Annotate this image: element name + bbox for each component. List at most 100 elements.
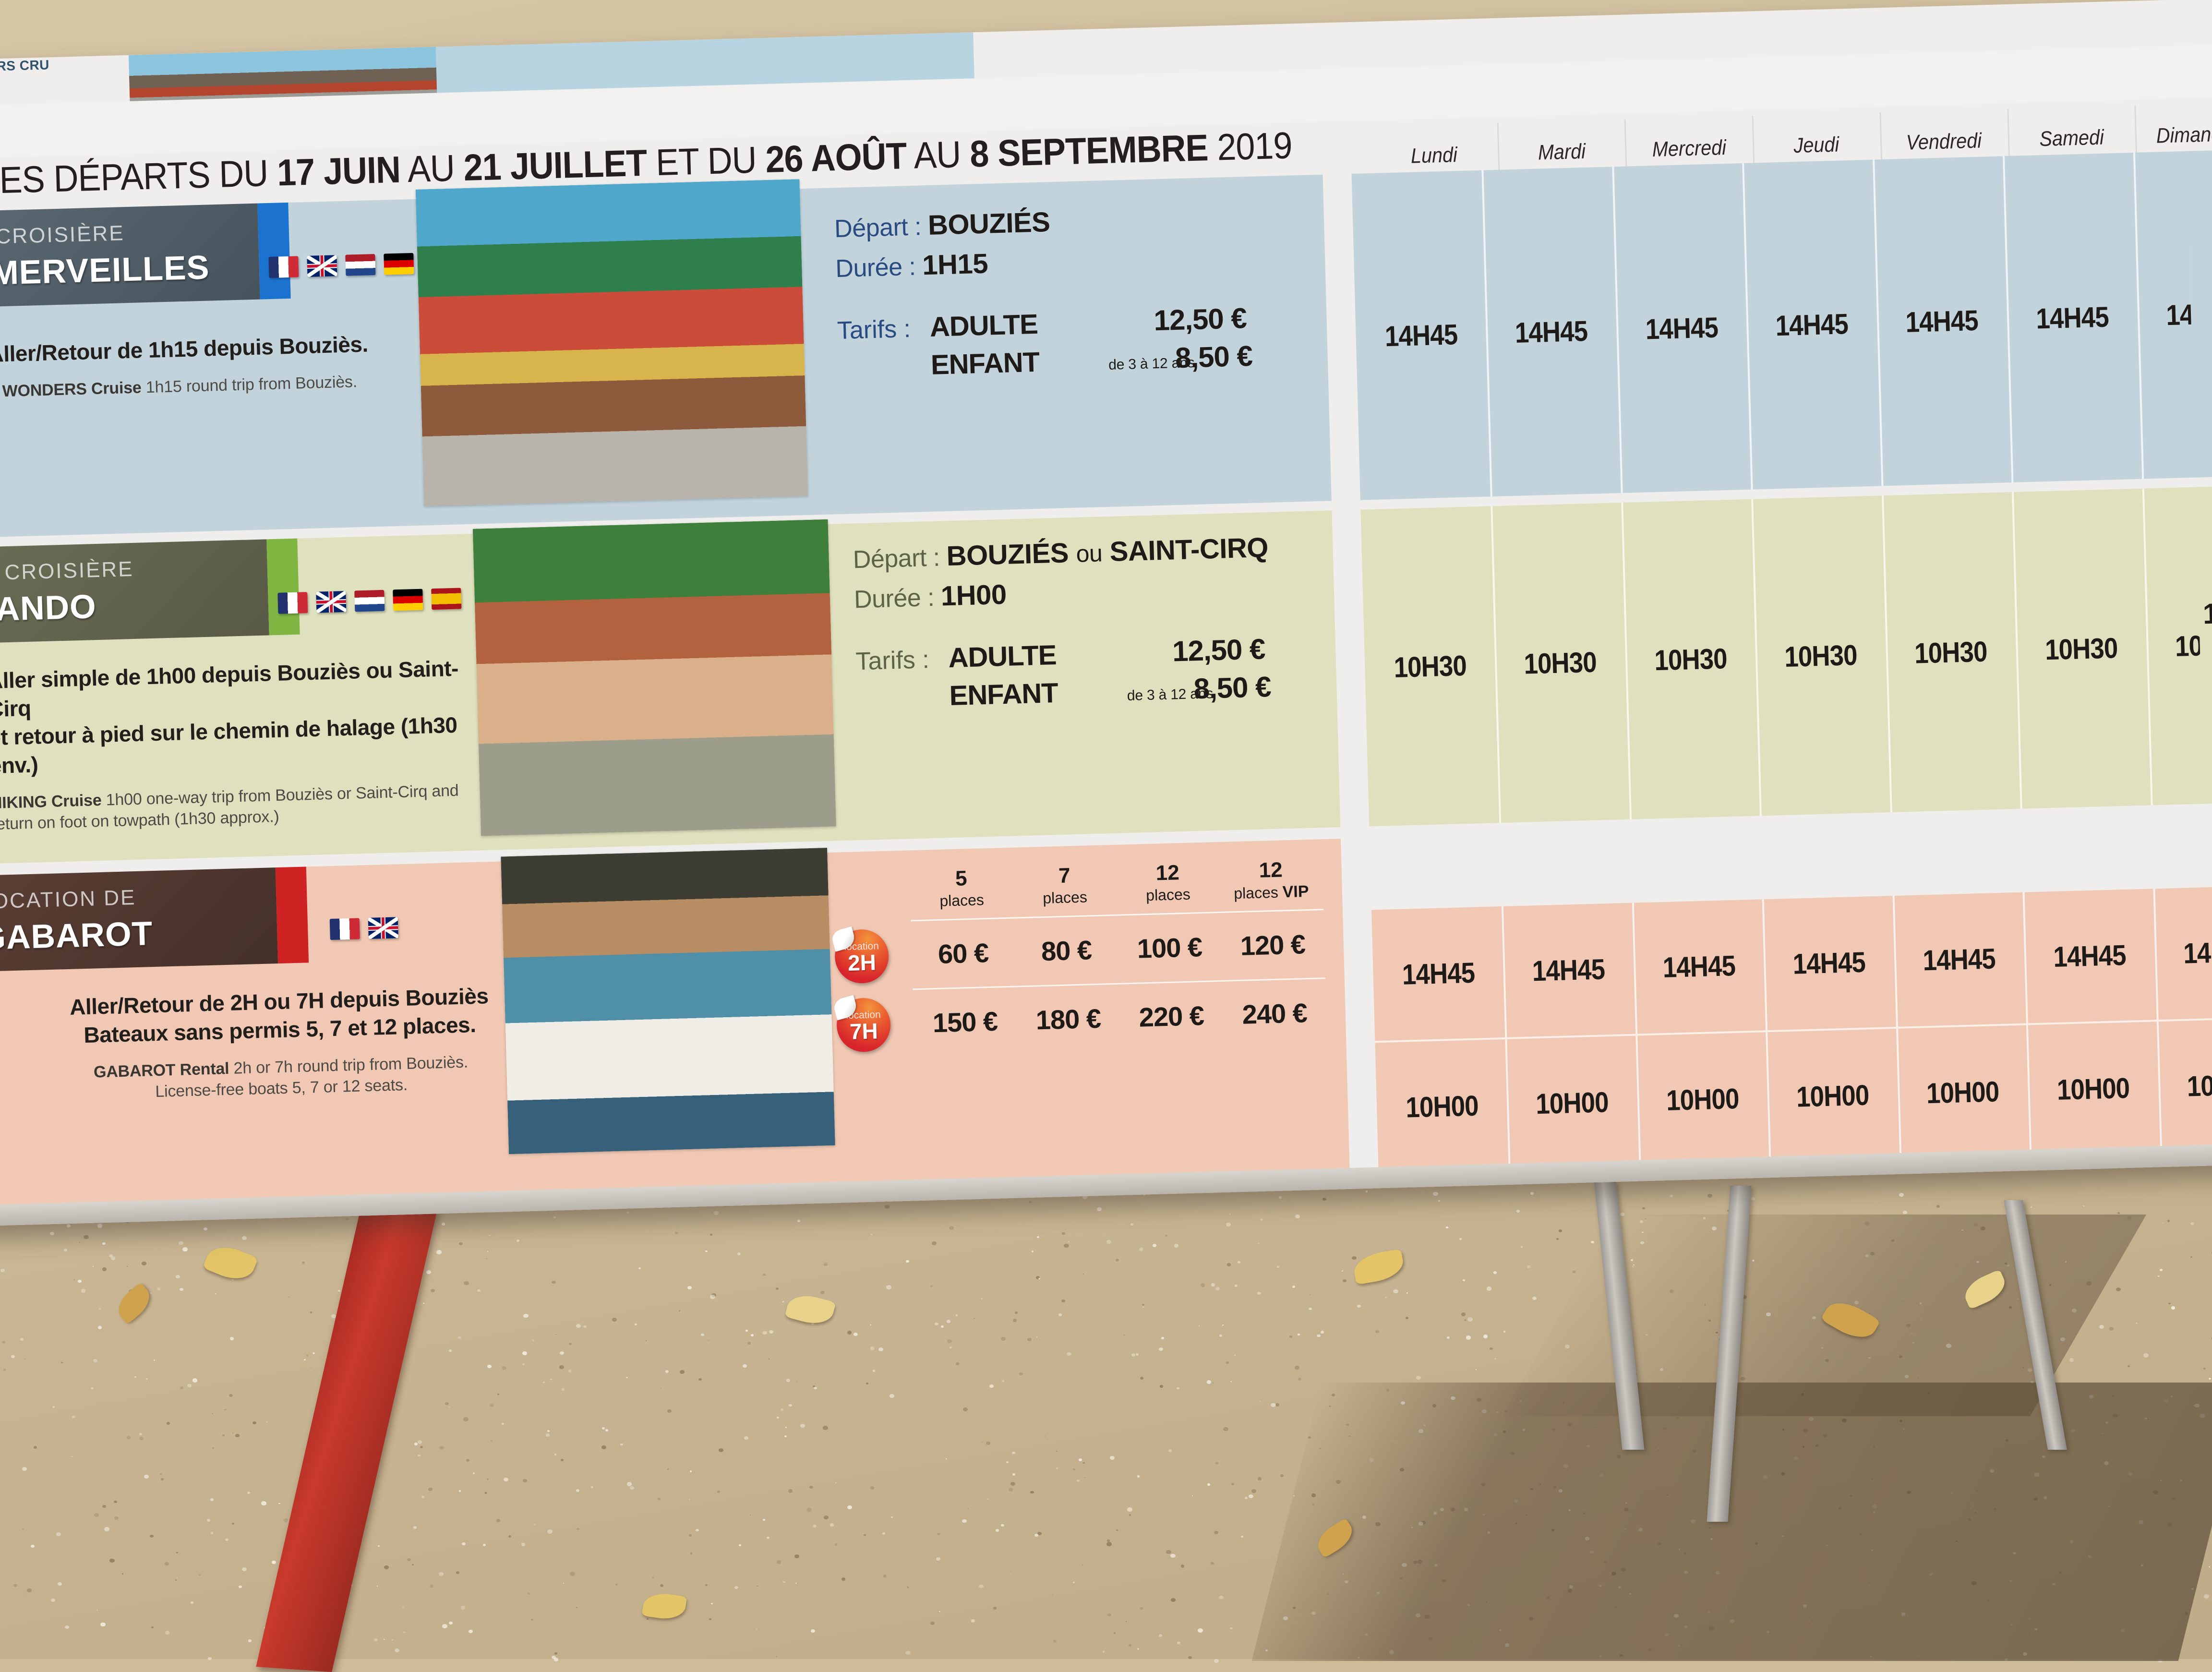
gravel-speck: [58, 1582, 62, 1586]
gravel-speck: [2116, 1287, 2121, 1292]
upper-panel-caption: 7 WONDERS CRU: [0, 57, 50, 75]
gravel-speck: [81, 1289, 86, 1293]
gravel-speck: [1865, 1254, 1869, 1257]
gravel-speck: [1234, 1355, 1236, 1356]
flag-fr-icon: [277, 592, 308, 614]
fare-price: 12,50 €: [1153, 302, 1247, 337]
gravel-speck: [1142, 1306, 1144, 1308]
gravel-speck: [160, 1473, 162, 1475]
schedule-cell-samedi: 10H00: [2026, 1022, 2160, 1156]
price-cell: 180 €: [1035, 1003, 1101, 1035]
gravel-speck: [776, 1656, 778, 1658]
schedule-cell-samedi: 14H45: [2023, 889, 2157, 1023]
gravel-speck: [90, 1387, 94, 1390]
day-label: Mercredi: [1651, 135, 1727, 162]
title-segment: 21 JUILLET: [463, 141, 648, 189]
gravel-speck: [806, 1508, 812, 1512]
gravel-speck: [402, 1607, 404, 1608]
gravel-speck: [1446, 1336, 1450, 1339]
schedule-cell-lundi: 14H45: [1371, 906, 1505, 1041]
gravel-speck: [1976, 1261, 1979, 1263]
day-label: Jeudi: [1793, 132, 1840, 158]
gravel-speck: [652, 1576, 654, 1578]
gravel-speck: [2027, 1368, 2032, 1372]
departure-conjunction: ou: [1075, 540, 1103, 567]
title-segment: 2019: [1207, 124, 1293, 169]
schedule-time: 10H30: [1784, 638, 1858, 673]
gravel-speck: [1475, 1369, 1477, 1370]
gravel-speck: [547, 1529, 553, 1534]
schedule-time: 14H45: [1401, 956, 1475, 991]
gravel-speck: [2109, 1327, 2114, 1331]
gravel-speck: [905, 1650, 911, 1655]
gravel-speck: [527, 1592, 530, 1595]
gravel-speck: [931, 1241, 937, 1246]
gravel-speck: [64, 1248, 68, 1251]
gravel-speck: [1231, 1483, 1235, 1486]
gravel-speck: [2163, 1222, 2164, 1224]
gravel-speck: [456, 1571, 459, 1574]
gravel-speck: [834, 1543, 838, 1546]
gravel-speck: [1901, 1301, 1903, 1303]
gravel-speck: [104, 1527, 109, 1531]
fares-label: Tarifs :: [855, 646, 930, 676]
gravel-speck: [1351, 1256, 1357, 1260]
gravel-speck: [482, 1543, 486, 1546]
gravel-speck: [13, 1584, 17, 1587]
gravel-speck: [1708, 1320, 1711, 1322]
gravel-speck: [2167, 1220, 2170, 1222]
gravel-speck: [757, 1586, 758, 1587]
gravel-speck: [421, 1495, 425, 1498]
flag-fr-icon: [329, 918, 360, 940]
gravel-speck: [271, 1560, 276, 1564]
gravel-speck: [1068, 1241, 1070, 1242]
gravel-speck: [2031, 1206, 2032, 1208]
gravel-speck: [2008, 1306, 2012, 1309]
gravel-speck: [1012, 1319, 1017, 1323]
gravel-speck: [749, 1514, 751, 1516]
gravel-speck: [190, 1601, 194, 1604]
gravel-speck: [553, 1216, 556, 1219]
gravel-speck: [522, 1363, 525, 1365]
schedule-cell-mercredi: 14H45: [1612, 163, 1751, 493]
gravel-speck: [1139, 1247, 1143, 1251]
gravel-speck: [2072, 1309, 2077, 1313]
gravel-speck: [1019, 1372, 1023, 1376]
price-cell: 120 €: [1239, 929, 1306, 962]
gravel-speck: [180, 1288, 183, 1291]
offer-details: Départ : BOUZIÉS Durée : 1H15 Tarifs : A…: [834, 201, 1253, 388]
gravel-speck: [1911, 1332, 1913, 1334]
gravel-speck: [737, 1252, 741, 1255]
duration-line: Durée : 1H00: [854, 571, 1270, 614]
gravel-speck: [176, 1275, 180, 1279]
departure-value-b: SAINT-CIRQ: [1109, 531, 1269, 567]
price-cell: 220 €: [1138, 1000, 1204, 1033]
gravel-speck: [1036, 1336, 1038, 1338]
gravel-speck: [813, 1524, 817, 1528]
gravel-speck: [1642, 1231, 1644, 1233]
gravel-speck: [1127, 1507, 1132, 1512]
gravel-speck: [711, 1602, 713, 1604]
gravel-speck: [786, 1379, 791, 1382]
gravel-speck: [241, 1567, 247, 1572]
schedule-time: 14H45: [1515, 314, 1588, 349]
gravel-speck: [1010, 1573, 1011, 1575]
schedule-time: 10H30: [2044, 631, 2118, 666]
gravel-speck: [94, 1513, 99, 1517]
gravel-speck: [1633, 1264, 1635, 1266]
gravel-speck: [1198, 1325, 1200, 1326]
gravel-speck: [199, 1574, 201, 1576]
gravel-speck: [1206, 1380, 1212, 1384]
gravel-speck: [1073, 1468, 1076, 1471]
gravel-speck: [776, 1287, 779, 1290]
gravel-speck: [930, 1622, 935, 1625]
gravel-speck: [550, 1379, 552, 1381]
gravel-speck: [98, 1308, 101, 1310]
banner-accent-bar: [275, 866, 309, 964]
gravel-speck: [394, 1648, 399, 1653]
gravel-speck: [547, 1430, 550, 1432]
schedule-cell-mardi: 14H45: [1482, 167, 1621, 496]
fare-price: 8,50 €: [1193, 670, 1272, 705]
gravel-speck: [176, 1577, 178, 1579]
gravel-speck: [248, 1639, 252, 1642]
